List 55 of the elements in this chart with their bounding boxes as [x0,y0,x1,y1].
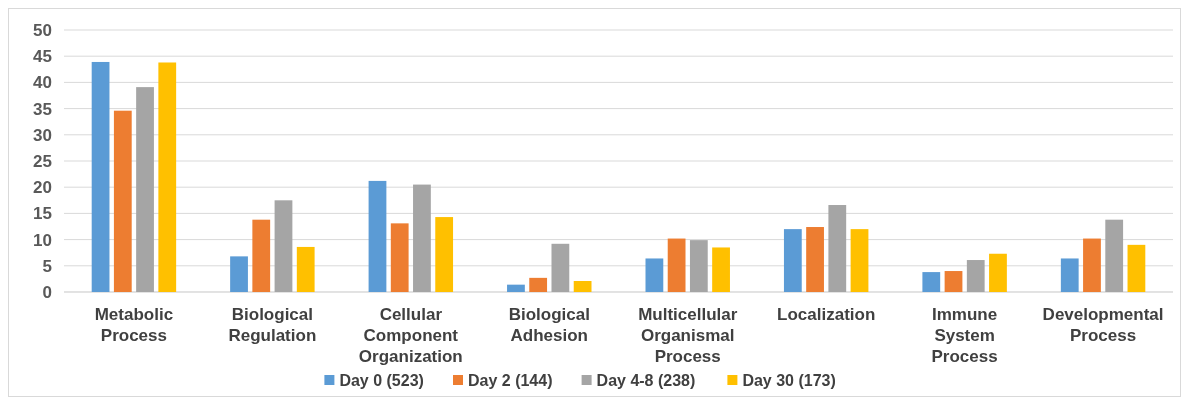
bar [158,62,177,292]
bar [252,219,271,292]
bar [850,229,869,292]
x-tick-label: Metabolic Process [94,305,174,345]
bar [689,240,708,292]
bar [989,253,1007,292]
bar [1127,244,1146,292]
bar [645,258,664,292]
bar [966,260,985,292]
bar [667,238,686,292]
bar [435,217,454,292]
y-tick-label: 30 [33,125,52,145]
x-tick-label: Multicellular Organismal Process [638,305,738,366]
y-tick-label: 10 [33,230,52,250]
bar [828,205,847,292]
bar [551,243,570,292]
legend-label: Day 2 (144) [468,371,553,389]
y-tick-label: 25 [33,151,52,171]
bar [783,229,802,292]
x-tick-label: Cellular Component Organization [358,305,463,366]
y-tick-label: 45 [33,47,52,67]
bar [368,180,387,292]
y-tick-label: 40 [33,73,52,93]
x-tick-label: Biological Regulation [228,305,317,345]
x-tick-label: Developmental Process [1042,305,1164,345]
bar [529,277,548,292]
y-tick-label: 0 [42,282,52,302]
y-tick-label: 50 [33,20,52,40]
bar [413,184,431,292]
legend-label: Day 4-8 (238) [596,371,696,389]
x-tick-label: Immune System Process [931,305,998,366]
bar [296,246,315,292]
bar [507,284,525,292]
bar [573,281,592,292]
x-tick-label: Biological Adhesion [508,305,590,345]
bar [136,87,154,292]
bar [922,272,941,292]
bar [91,61,110,292]
bar [274,200,293,292]
bar [1060,258,1079,292]
bar [113,110,132,292]
x-tick-label: Localization [777,305,876,324]
y-tick-label: 35 [33,99,52,119]
y-tick-label: 5 [42,256,52,276]
y-tick-label: 15 [33,204,52,224]
y-tick-label: 20 [33,178,52,198]
legend-label: Day 0 (523) [339,371,424,389]
bar [230,256,248,292]
bar [712,247,730,292]
bar [944,271,963,292]
bar [390,223,409,292]
bar [1083,238,1101,292]
bar [1105,219,1124,292]
legend-label: Day 30 (173) [742,371,836,389]
bar [806,227,824,292]
